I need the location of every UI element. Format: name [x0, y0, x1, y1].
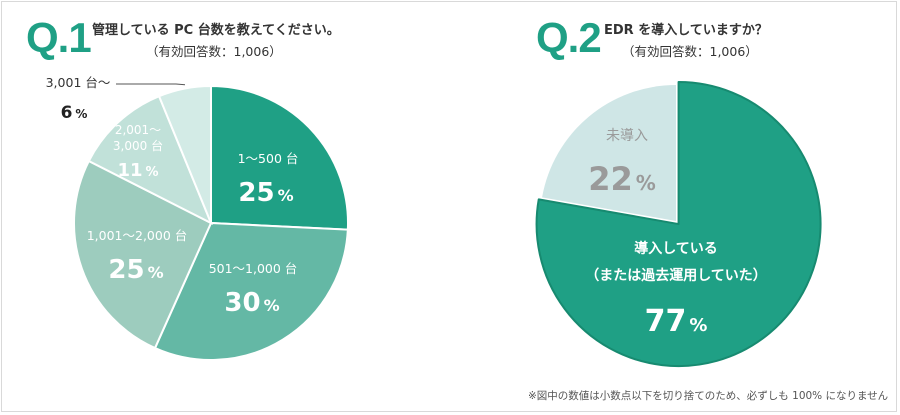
- q1-value-2: 30%: [224, 288, 279, 318]
- q1-number: Q.1: [26, 14, 92, 61]
- q1-slice-4: [87, 94, 213, 226]
- q2-slice-1: [535, 81, 822, 368]
- q2-slice-2: [542, 85, 676, 221]
- q2-value-1: 77%: [645, 304, 708, 339]
- q1-title: 管理している PC 台数を教えてください。: [92, 23, 340, 38]
- q1-value-1: 25%: [238, 178, 293, 208]
- q2-value-2: 22%: [588, 160, 656, 198]
- q2-label-1-line1: 導入している: [634, 240, 718, 257]
- q1-slice-2: [153, 221, 349, 362]
- q1-label-5: 3,001 台～: [46, 75, 111, 90]
- q1-value-4: 11%: [117, 160, 158, 181]
- q2-label-2: 未導入: [606, 128, 648, 144]
- q1-leader-line: [116, 83, 186, 86]
- q1-subtitle: （有効回答数：1,006）: [146, 44, 282, 59]
- q1-label-4-line1: 2,001～: [115, 123, 161, 137]
- q1-label-1: 1～500 台: [238, 151, 299, 166]
- q2-number: Q.2: [536, 14, 602, 61]
- q1-slice-5: [157, 84, 212, 224]
- q1-slice-3: [73, 159, 213, 350]
- q2-title: EDR を導入していますか？: [604, 23, 768, 38]
- q1-slice-1: [210, 84, 349, 231]
- q1-label-4-line2: 3,000 台: [113, 138, 163, 153]
- q2-label-1-line2: （または過去運用していた）: [585, 267, 767, 284]
- q1-value-5: 6%: [61, 103, 88, 123]
- q2-subtitle: （有効回答数：1,006）: [622, 44, 758, 59]
- footnote: ※図中の数値は小数点以下を切り捨てのため、必ずしも 100% になりません: [528, 390, 889, 402]
- q1-label-3: 1,001～2,000 台: [87, 228, 188, 243]
- q1-label-2: 501～1,000 台: [209, 261, 298, 276]
- q1-value-3: 25%: [108, 255, 163, 285]
